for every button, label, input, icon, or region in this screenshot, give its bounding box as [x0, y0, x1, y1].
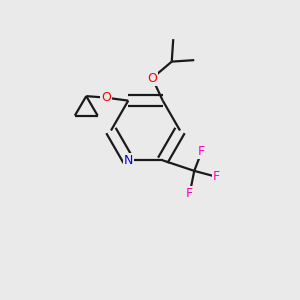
- Text: O: O: [101, 91, 111, 104]
- Text: N: N: [124, 154, 133, 167]
- Text: O: O: [147, 72, 157, 85]
- Text: F: F: [198, 145, 205, 158]
- Text: F: F: [213, 170, 220, 183]
- Text: F: F: [186, 187, 193, 200]
